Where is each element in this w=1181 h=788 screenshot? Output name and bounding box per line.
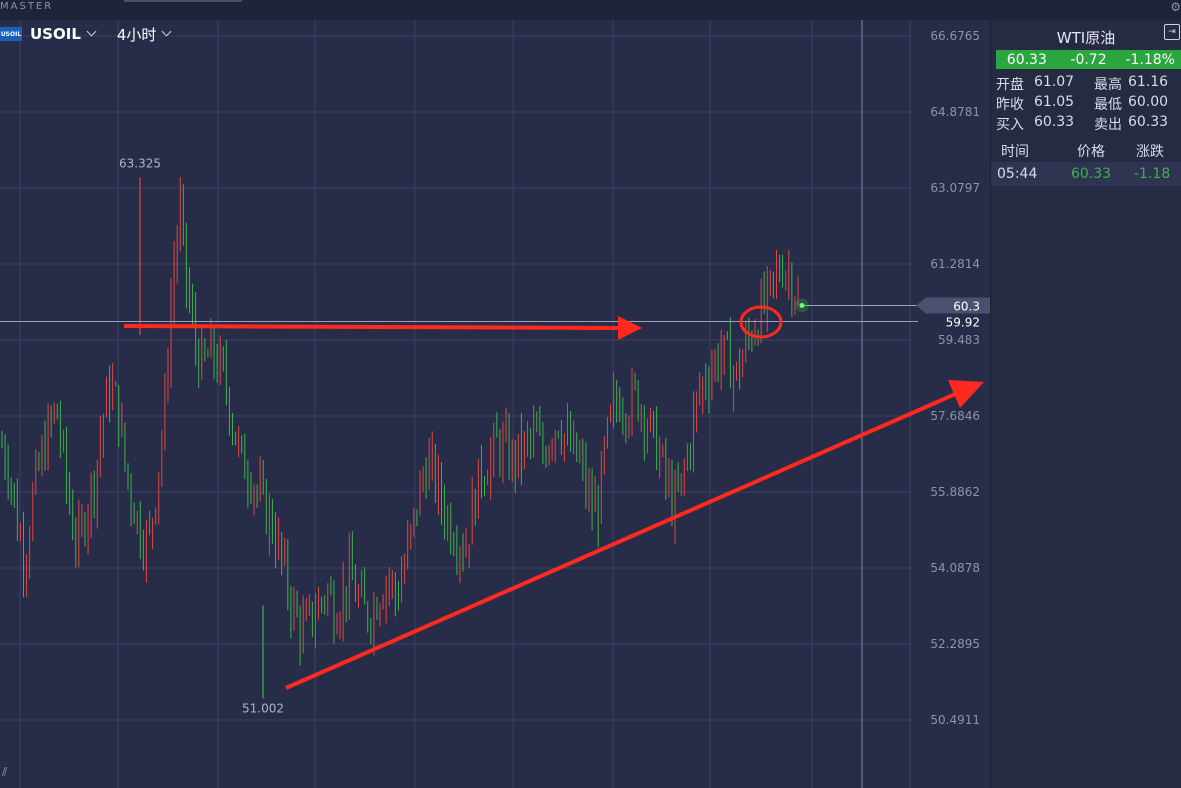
y-tick-label: 50.4911 xyxy=(930,713,980,727)
current-price-tag xyxy=(916,297,990,314)
reference-price-tag xyxy=(918,313,990,330)
live-price-dot xyxy=(799,302,805,308)
y-axis: 66.6765 64.8781 63.0797 61.2814 59.483 57.684… xyxy=(930,29,980,727)
ticker-header-time: 时间 xyxy=(1001,144,1029,160)
instrument-title: WTI原油 xyxy=(1056,29,1116,47)
stats-row: 开盘 61.07 最高 61.16 xyxy=(996,74,1181,94)
current-price-tag-text: 60.3 xyxy=(953,299,980,313)
stat-value: 61.07 xyxy=(1034,74,1075,90)
stat-value: 61.16 xyxy=(1128,74,1169,90)
stat-value: 60.33 xyxy=(1128,114,1169,130)
quote-summary-bar: 60.33 -0.72 -1.18% xyxy=(996,50,1181,69)
top-tab-placeholder[interactable] xyxy=(124,0,242,2)
panel-toggle-icon[interactable]: ⇥ xyxy=(1164,24,1180,40)
ticker-row: 05:44 60.33 -1.18 xyxy=(991,162,1181,186)
symbol-logo: USOIL xyxy=(0,27,22,41)
last-price: 60.33 xyxy=(1006,51,1047,68)
candlestick-series xyxy=(1,177,799,699)
timeframe-selector[interactable]: 4小时 xyxy=(116,25,157,44)
stat-label: 最高 xyxy=(1094,77,1122,93)
chart-header: USOIL USOIL 4小时 xyxy=(0,22,180,46)
breakout-circle xyxy=(739,305,783,339)
chart-grid xyxy=(0,20,912,788)
stat-label: 买入 xyxy=(996,117,1024,133)
y-tick-label: 52.2895 xyxy=(930,637,980,651)
ticker-price: 60.33 xyxy=(1071,166,1112,182)
y-tick-label: 61.2814 xyxy=(930,257,980,271)
brand-text: MASTER xyxy=(0,1,54,12)
chevron-down-icon[interactable] xyxy=(86,26,97,37)
stat-value: 60.00 xyxy=(1128,94,1169,110)
reference-price-tag-text: 59.92 xyxy=(946,316,980,330)
ticker-time: 05:44 xyxy=(997,166,1038,182)
y-tick-label: 54.0878 xyxy=(930,561,980,575)
user-avatar-icon[interactable]: ⚙ xyxy=(1170,0,1181,14)
chart-annotations: 63.325 51.002 60.3 59.92 xyxy=(0,157,990,715)
price-change-percent: -1.18% xyxy=(1125,51,1175,68)
top-bar: MASTER ⚙ xyxy=(0,0,1181,20)
stats-row: 买入 60.33 卖出 60.33 xyxy=(996,114,1181,134)
stat-value: 61.05 xyxy=(1034,94,1075,110)
price-chart[interactable]: 66.6765 64.8781 63.0797 61.2814 59.483 57.684… xyxy=(0,20,990,788)
symbol-selector[interactable]: USOIL xyxy=(30,25,81,43)
chevron-down-icon[interactable] xyxy=(161,26,172,37)
stat-label: 昨收 xyxy=(996,97,1024,113)
low-label: 51.002 xyxy=(242,701,284,715)
stats-row: 昨收 61.05 最低 60.00 xyxy=(996,94,1181,114)
trendline-arrow xyxy=(285,390,961,690)
y-tick-label: 57.6846 xyxy=(930,409,980,423)
indicator-icon[interactable]: ⫽ xyxy=(2,765,8,779)
quote-panel: WTI原油 ⇥ 60.33 -0.72 -1.18% 开盘 61.07 最高 6… xyxy=(990,20,1181,788)
ticker-header-price: 价格 xyxy=(1077,144,1105,160)
stat-label: 卖出 xyxy=(1094,117,1122,133)
y-tick-label: 66.6765 xyxy=(930,29,980,43)
price-change: -0.72 xyxy=(1070,51,1107,68)
high-label: 63.325 xyxy=(119,157,161,171)
y-tick-label: 63.0797 xyxy=(930,181,980,195)
horizontal-arrow xyxy=(123,324,623,330)
y-tick-label: 59.483 xyxy=(938,333,980,347)
ticker-change: -1.18 xyxy=(1134,166,1171,182)
stat-value: 60.33 xyxy=(1034,114,1075,130)
stat-label: 最低 xyxy=(1094,97,1122,113)
stat-label: 开盘 xyxy=(996,77,1024,93)
trendline-arrow-head xyxy=(948,380,984,408)
y-tick-label: 64.8781 xyxy=(930,105,980,119)
horizontal-arrow-head xyxy=(618,316,642,340)
y-tick-label: 55.8862 xyxy=(930,485,980,499)
